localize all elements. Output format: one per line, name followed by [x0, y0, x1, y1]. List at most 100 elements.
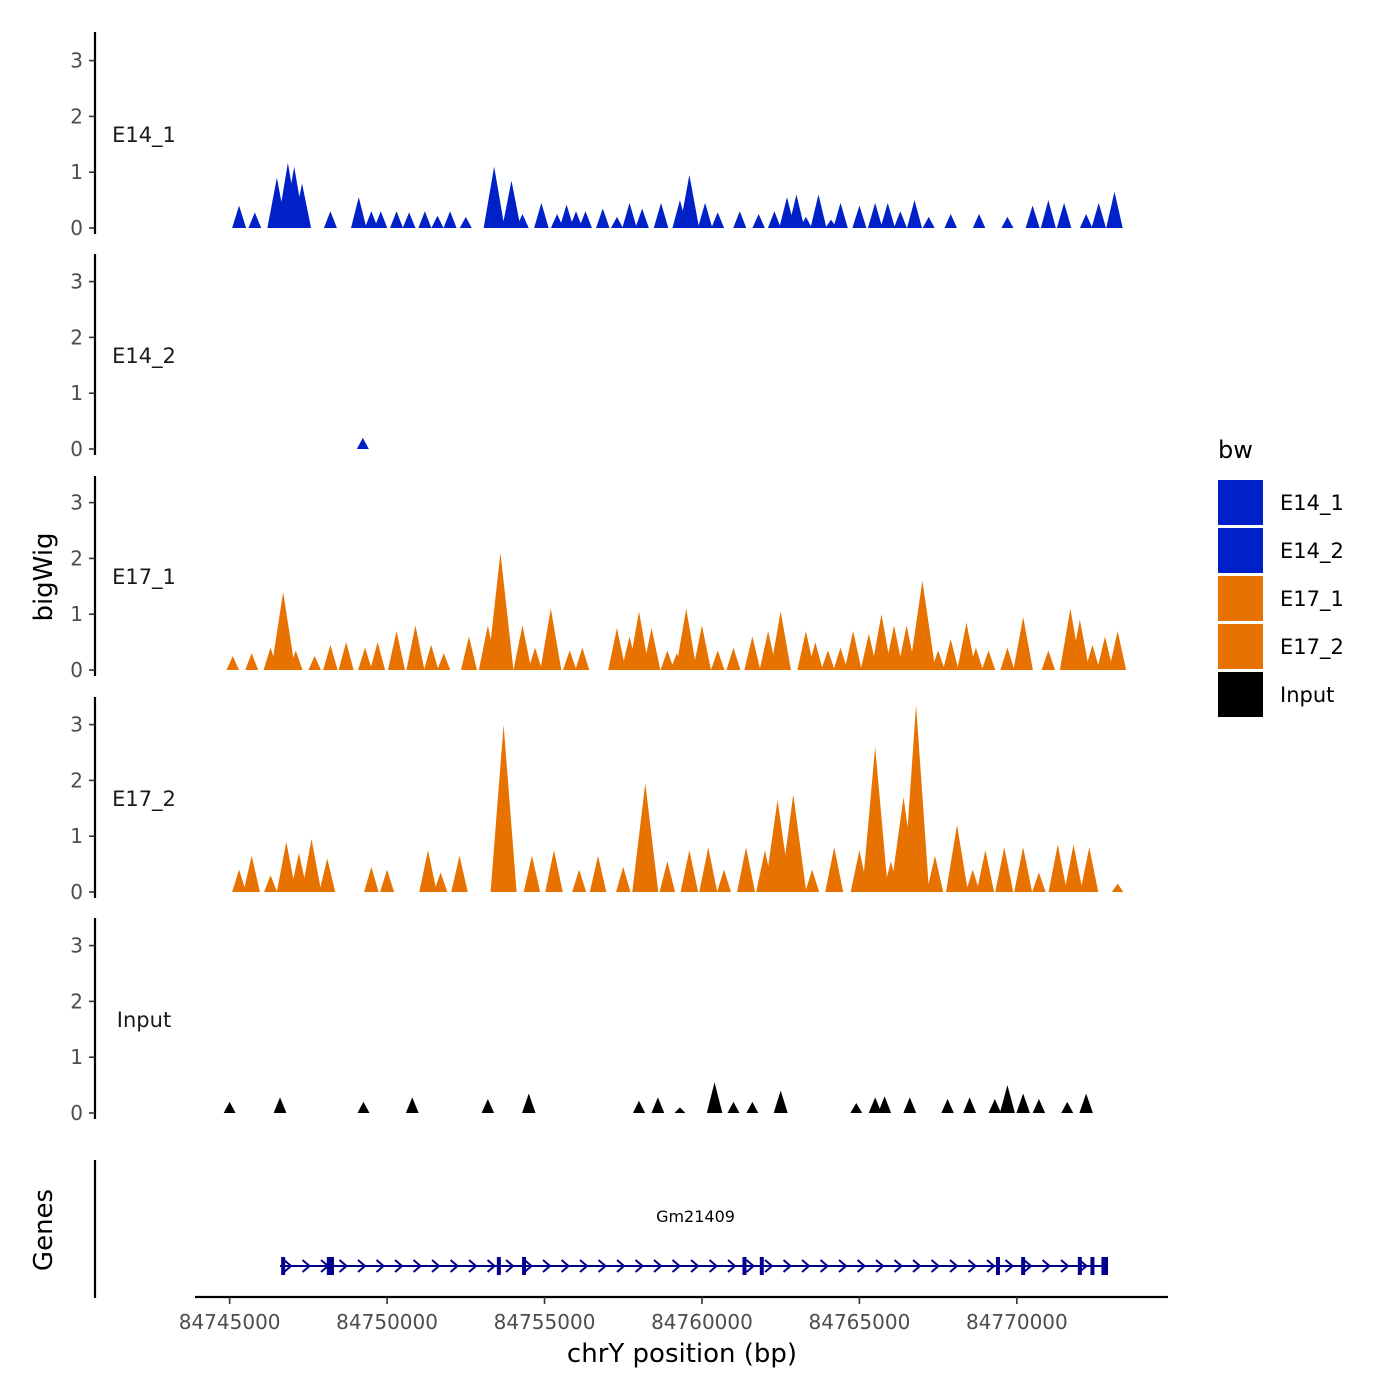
strand-arrow — [486, 1259, 497, 1273]
peak-Input — [674, 1107, 686, 1113]
peak-E14_1 — [1091, 202, 1106, 228]
peak-E17_1 — [1041, 650, 1056, 670]
strand-arrow — [671, 1259, 682, 1273]
peak-E17_1 — [338, 642, 354, 670]
peak-E17_2 — [319, 858, 336, 892]
peak-E17_1 — [406, 625, 425, 670]
strand-arrow — [838, 1259, 848, 1273]
peak-E17_2 — [1080, 847, 1099, 892]
peak-E14_1 — [893, 211, 907, 228]
peak-E14_1 — [364, 211, 378, 228]
peak-E17_1 — [245, 653, 259, 670]
peak-E17_2 — [995, 847, 1014, 892]
strand-arrow — [912, 1259, 922, 1273]
legend: bw E14_1 E14_2 E17_1 E17_2 Input — [1218, 436, 1344, 717]
gene-end-exon — [1102, 1257, 1109, 1275]
strand-arrow — [653, 1259, 663, 1273]
strand-arrow — [375, 1259, 386, 1273]
strand-arrow — [523, 1259, 534, 1273]
track-Input: 0 1 2 3 Input — [70, 918, 1093, 1125]
peak-E17_1 — [942, 639, 959, 670]
legend-swatch-E17_2 — [1218, 624, 1263, 669]
peak-E14_1 — [922, 216, 935, 228]
track-E14_1: 0 1 2 3 E14_1 — [70, 32, 1123, 240]
peak-Input — [746, 1101, 759, 1113]
y-tick-label: 3 — [70, 713, 83, 737]
peak-E14_1 — [578, 211, 592, 228]
strand-arrow — [394, 1259, 404, 1273]
peak-E17_1 — [660, 650, 675, 670]
track-label-E14_2: E14_2 — [112, 344, 176, 369]
peak-E14_1 — [323, 211, 337, 228]
peak-E17_2 — [946, 825, 969, 892]
peak-E14_1 — [1040, 200, 1056, 228]
peak-E14_1 — [431, 215, 444, 228]
peak-E14_1 — [483, 166, 505, 228]
y-tick-label: 0 — [70, 216, 83, 240]
peak-E17_2 — [572, 869, 587, 892]
peak-E17_1 — [931, 650, 945, 670]
peak-E17_1 — [460, 636, 477, 670]
peak-E17_1 — [909, 580, 936, 670]
peak-E17_1 — [1013, 616, 1033, 670]
legend-swatch-E14_1 — [1218, 480, 1263, 525]
peak-E17_1 — [797, 630, 815, 670]
strand-arrow — [542, 1259, 552, 1273]
peak-E17_2 — [419, 850, 437, 892]
peak-Input — [481, 1099, 495, 1113]
strand-arrow — [338, 1259, 349, 1273]
peak-Input — [850, 1102, 863, 1113]
gene-exon — [742, 1257, 747, 1275]
strand-arrow — [1060, 1259, 1070, 1273]
peak-E14_1 — [1025, 205, 1040, 228]
peak-E17_1 — [487, 552, 514, 670]
track-E14_2: 0 1 2 3 E14_2 — [70, 254, 369, 461]
gene-exon — [281, 1257, 286, 1275]
strand-arrow — [782, 1259, 793, 1273]
peak-E17_2 — [903, 705, 930, 892]
strand-arrow — [1041, 1259, 1052, 1273]
strand-arrow — [930, 1259, 941, 1273]
strand-arrow — [1078, 1259, 1089, 1273]
peak-E17_2 — [737, 847, 756, 892]
peak-E17_1 — [562, 650, 577, 670]
y-tick-label: 3 — [70, 270, 83, 294]
peak-E17_1 — [271, 591, 296, 670]
peak-E17_1 — [423, 644, 439, 670]
strand-arrow — [634, 1259, 645, 1273]
peak-E14_1 — [752, 214, 765, 228]
y-tick-label: 2 — [70, 325, 83, 349]
peak-E14_1 — [733, 211, 747, 228]
gene-Gm21409: Gm21409 — [280, 1207, 1109, 1275]
y-tick-label: 0 — [70, 437, 83, 461]
peak-Input — [963, 1097, 977, 1113]
x-tick-label: 84755000 — [494, 1310, 596, 1334]
peak-E17_2 — [301, 838, 322, 892]
track-label-Input: Input — [117, 1008, 171, 1032]
peak-E17_2 — [433, 872, 448, 892]
peak-E17_2 — [862, 746, 889, 892]
peak-E17_1 — [833, 647, 848, 670]
peak-E14_1 — [502, 180, 521, 228]
peak-E17_1 — [807, 642, 823, 670]
strand-arrow — [986, 1259, 996, 1273]
strand-arrow — [468, 1259, 478, 1273]
strand-arrow — [708, 1259, 719, 1273]
y-tick-label: 1 — [70, 1045, 83, 1069]
peak-E17_1 — [1085, 644, 1100, 670]
gene-exon — [329, 1257, 334, 1275]
peak-E14_1 — [550, 214, 564, 228]
peak-E17_2 — [490, 724, 517, 892]
legend-label-E17_1: E17_1 — [1280, 587, 1344, 612]
peak-E14_1 — [402, 212, 416, 228]
strand-arrow — [745, 1259, 756, 1273]
peak-E17_2 — [1111, 883, 1124, 892]
gene-exon — [995, 1257, 1000, 1275]
strand-arrow — [560, 1259, 571, 1273]
y-tick-label: 1 — [70, 824, 83, 848]
peak-Input — [1079, 1093, 1093, 1113]
peak-E17_2 — [451, 855, 468, 892]
x-axis: 84745000 84750000 84755000 84760000 84765000… — [179, 1295, 1168, 1334]
genes-track: Gm21409 — [93, 1160, 1109, 1298]
